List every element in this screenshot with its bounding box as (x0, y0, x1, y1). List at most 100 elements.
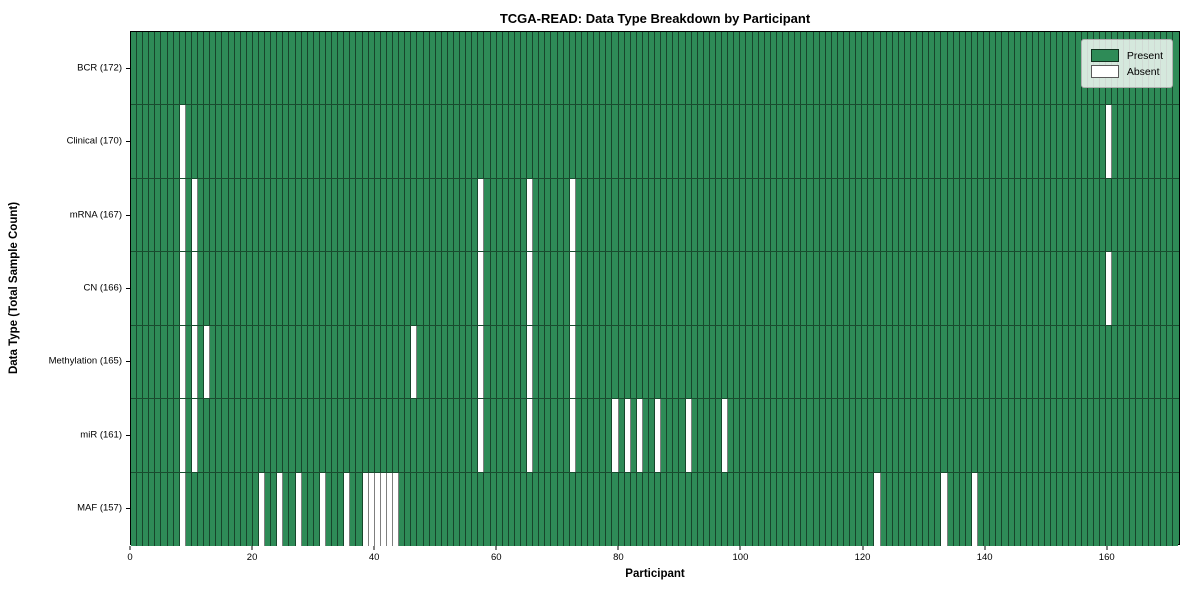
heatmap-cell (521, 252, 528, 325)
heatmap-cell (691, 325, 698, 399)
heatmap-cell (405, 178, 412, 252)
heatmap-cell (350, 178, 357, 252)
heatmap-cell (563, 32, 570, 105)
heatmap-cell (746, 252, 753, 325)
heatmap-cell (405, 399, 412, 472)
heatmap-cell (356, 178, 363, 252)
heatmap-cell (795, 325, 802, 399)
heatmap-cell (1026, 178, 1033, 252)
heatmap-cell (1045, 178, 1052, 252)
heatmap-cell (460, 472, 467, 546)
heatmap-cell (746, 178, 753, 252)
heatmap-cell (1142, 399, 1149, 472)
heatmap-cell (892, 399, 899, 472)
heatmap-cell (575, 252, 582, 325)
heatmap-cell (1106, 472, 1113, 546)
heatmap-cell (1166, 472, 1174, 546)
heatmap-cell (460, 399, 467, 472)
heatmap-cell (703, 325, 710, 399)
heatmap-cell (1118, 105, 1125, 178)
heatmap-cell (271, 399, 278, 472)
heatmap-cell (1057, 32, 1064, 105)
heatmap-cell (478, 178, 485, 252)
heatmap-cell (1148, 178, 1155, 252)
heatmap-cell (813, 325, 820, 399)
heatmap-cell (917, 178, 924, 252)
heatmap-cell (447, 32, 454, 105)
heatmap-cell (1136, 325, 1143, 399)
heatmap-cell (911, 32, 918, 105)
heatmap-cell (508, 178, 515, 252)
heatmap-cell (734, 178, 741, 252)
heatmap-cell (746, 325, 753, 399)
heatmap-cell (423, 252, 430, 325)
y-tick-mark (126, 361, 130, 363)
heatmap-cell (453, 252, 461, 325)
x-tick-label-0: 0 (127, 552, 133, 563)
heatmap-cell (1118, 472, 1125, 546)
heatmap-cell (709, 472, 716, 546)
heatmap-cell (1020, 472, 1027, 546)
heatmap-cell (1026, 399, 1033, 472)
heatmap-cell (862, 32, 869, 105)
heatmap-cell (740, 252, 747, 325)
heatmap-cell (1038, 325, 1046, 399)
heatmap-cell (581, 105, 589, 178)
heatmap-cell (307, 472, 314, 546)
x-tick-mark (495, 546, 497, 550)
heatmap-cell (1112, 105, 1119, 178)
heatmap-cell (453, 325, 461, 399)
heatmap-cell (198, 399, 205, 472)
heatmap-cell (167, 178, 174, 252)
heatmap-cell (917, 399, 924, 472)
heatmap-cell (923, 472, 930, 546)
heatmap-cell (941, 252, 948, 325)
heatmap-cell (801, 252, 808, 325)
heatmap-cell (185, 252, 192, 325)
heatmap-cell (722, 252, 729, 325)
heatmap-cell (667, 325, 674, 399)
heatmap-cell (813, 252, 820, 325)
heatmap-cell (435, 178, 442, 252)
heatmap-cell (770, 32, 777, 105)
heatmap-cell (1136, 399, 1143, 472)
heatmap-cell (728, 178, 735, 252)
heatmap-row-BCR (131, 32, 1179, 106)
heatmap-cell (789, 105, 796, 178)
heatmap-cell (393, 252, 400, 325)
heatmap-cell (648, 178, 656, 252)
heatmap-cell (484, 178, 491, 252)
heatmap-cell (843, 105, 851, 178)
heatmap-cell (155, 472, 162, 546)
heatmap-cell (691, 399, 698, 472)
heatmap-cell (1051, 325, 1058, 399)
heatmap-cell (789, 472, 796, 546)
heatmap-cell (240, 399, 247, 472)
heatmap-cell (624, 32, 631, 105)
heatmap-cell (606, 32, 613, 105)
heatmap-cell (234, 178, 241, 252)
x-tick-label-120: 120 (854, 552, 871, 563)
heatmap-cell (149, 325, 156, 399)
heatmap-cell (441, 178, 448, 252)
heatmap-cell (667, 399, 674, 472)
heatmap-cell (234, 325, 241, 399)
heatmap-cell (776, 399, 784, 472)
heatmap-cell (978, 472, 985, 546)
heatmap-cell (600, 32, 607, 105)
heatmap-cell (655, 325, 662, 399)
heatmap-cell (923, 399, 930, 472)
heatmap-cell (252, 105, 259, 178)
heatmap-cell (758, 105, 765, 178)
heatmap-cell (326, 32, 333, 105)
heatmap-cell (411, 105, 418, 178)
heatmap-cell (935, 399, 942, 472)
heatmap-cell (734, 252, 741, 325)
heatmap-cell (271, 472, 278, 546)
heatmap-cell (911, 325, 918, 399)
heatmap-cell (478, 105, 485, 178)
heatmap-cell (685, 325, 692, 399)
heatmap-cell (636, 32, 643, 105)
heatmap-cell (1026, 325, 1033, 399)
